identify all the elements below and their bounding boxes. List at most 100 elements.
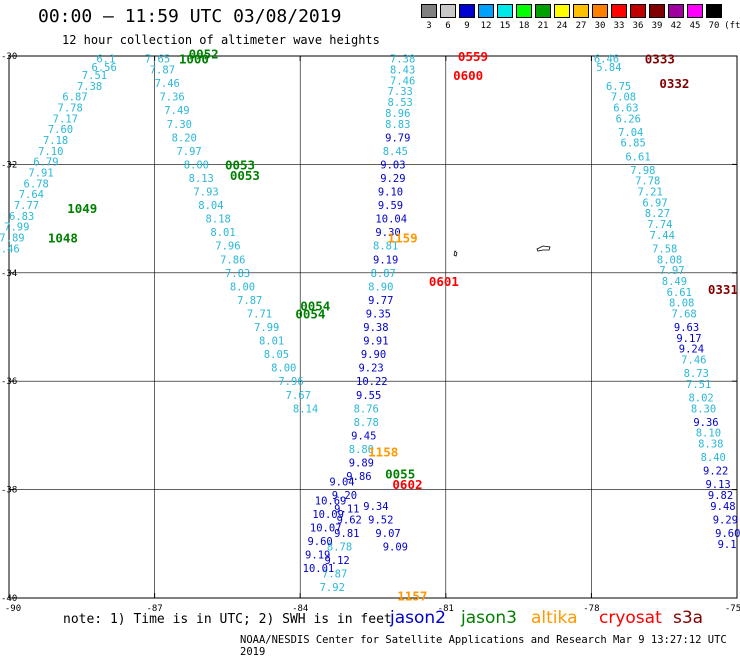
wave-height-label: 9.04	[329, 476, 354, 488]
wave-height-label: 7.49	[164, 105, 189, 117]
pass-time-label: 1159	[388, 231, 418, 246]
wave-height-label: 9.07	[375, 528, 400, 540]
pass-time-label: 0052	[189, 46, 219, 61]
wave-height-label: 8.13	[189, 173, 214, 185]
x-tick-label: -87	[146, 604, 162, 614]
pass-time-label: 0055	[385, 466, 415, 481]
wave-height-label: 7.74	[647, 219, 672, 231]
color-swatch	[573, 4, 589, 18]
pass-time-label: 0559	[458, 49, 488, 64]
wave-height-label: 8.43	[390, 65, 415, 77]
wave-height-label: 9.48	[710, 501, 735, 513]
wave-height-label: 9.1	[718, 539, 737, 551]
wave-height-label: 9.11	[334, 504, 359, 516]
y-tick-label: -40	[1, 594, 17, 604]
chart-subtitle: 12 hour collection of altimeter wave hei…	[62, 33, 380, 47]
legend-item-s3a: s3a	[673, 608, 704, 628]
x-tick-label: -78	[583, 604, 599, 614]
wave-height-label: 6.75	[606, 81, 631, 93]
wave-height-label: 8.45	[383, 146, 408, 158]
wave-height-label: 7.67	[286, 390, 311, 402]
wave-height-label: 6.61	[625, 151, 650, 163]
wave-height-label: 8.04	[198, 200, 223, 212]
wave-height-label: 7.99	[254, 322, 279, 334]
color-swatch-label: 24	[556, 21, 568, 31]
wave-height-label: 8.01	[210, 227, 235, 239]
wave-height-label: 9.62	[337, 514, 362, 526]
wave-height-label: 7.78	[58, 102, 83, 114]
wave-height-label: 9.35	[366, 308, 391, 320]
color-swatch	[611, 4, 627, 18]
wave-height-label: 7.77	[14, 200, 39, 212]
wave-height-label: 8.14	[293, 403, 318, 415]
wave-height-label: 7.38	[390, 54, 415, 66]
pass-time-label: 1000	[179, 52, 209, 67]
wave-height-label: 7.21	[638, 187, 663, 199]
wave-height-label: 7.97	[176, 146, 201, 158]
wave-height-label: 8.78	[354, 417, 379, 429]
wave-height-label: 7.68	[671, 308, 696, 320]
y-tick-label: -30	[1, 52, 17, 62]
y-tick-label: -38	[1, 486, 17, 496]
color-swatch	[516, 4, 532, 18]
y-tick-label: -34	[1, 269, 17, 279]
wave-height-label: 8.00	[230, 281, 255, 293]
wave-height-label: 5.84	[596, 62, 621, 74]
pass-time-label: 0600	[453, 68, 483, 83]
wave-height-label: 7.30	[167, 119, 192, 131]
wave-height-label: 9.89	[349, 458, 374, 470]
wave-height-label: 9.38	[363, 322, 388, 334]
color-swatch	[478, 4, 494, 18]
wave-height-label: 7.87	[150, 65, 175, 77]
wave-height-label: 7.33	[388, 86, 413, 98]
pass-time-label: 0331	[708, 282, 738, 297]
y-tick-label: -32	[1, 160, 17, 170]
pass-time-label: 0601	[429, 274, 459, 289]
wave-height-label: 6.56	[92, 62, 117, 74]
wave-height-label: 9.09	[383, 542, 408, 554]
color-swatch	[706, 4, 722, 18]
wave-height-label: 7.58	[652, 243, 677, 255]
wave-height-label: 7.51	[686, 379, 711, 391]
wave-height-label: 9.23	[358, 363, 383, 375]
wave-height-label: 9.45	[351, 430, 376, 442]
wave-height-label: 8.73	[684, 368, 709, 380]
wave-height-label: 8.83	[385, 119, 410, 131]
color-swatch-label: 36	[632, 21, 644, 31]
wave-height-label: 7.51	[82, 70, 107, 82]
wave-height-label: 8.87	[371, 268, 396, 280]
pass-time-label: 0053	[225, 157, 255, 172]
wave-height-label: 8.30	[691, 403, 716, 415]
wave-height-label: 8.81	[373, 241, 398, 253]
wave-height-label: 9.03	[380, 159, 405, 171]
wave-height-label: 6.1	[96, 54, 115, 66]
wave-height-label: 7.83	[225, 268, 250, 280]
wave-height-label: 9.20	[332, 490, 357, 502]
color-swatch	[459, 4, 475, 18]
wave-height-label: 9.34	[363, 501, 388, 513]
wave-height-label: 7.18	[43, 135, 68, 147]
y-tick-label: -36	[1, 377, 17, 387]
wave-height-label: 10.01	[303, 563, 335, 575]
x-tick-label: -90	[5, 604, 21, 614]
pass-time-label: 0054	[300, 298, 330, 313]
wave-height-label: 7.97	[659, 265, 684, 277]
color-swatch-label: 15	[499, 21, 511, 31]
wave-height-label: 8.78	[327, 542, 352, 554]
wave-height-label: 7.36	[159, 92, 184, 104]
x-tick-label: -84	[292, 604, 308, 614]
wave-height-label: 7.96	[278, 376, 303, 388]
legend-item-jason2: jason2	[390, 608, 446, 628]
wave-height-label: 9.29	[713, 514, 738, 526]
pass-time-label: 0602	[392, 477, 422, 492]
plot-frame	[8, 55, 738, 599]
wave-height-label: 10.22	[356, 376, 388, 388]
pass-time-label: 1158	[368, 445, 398, 460]
wave-height-label: 6.85	[621, 138, 646, 150]
wave-height-label: 6.46	[594, 54, 619, 66]
wave-height-label: 9.17	[676, 333, 701, 345]
wave-height-label: 9.79	[385, 132, 410, 144]
wave-height-label: 7.46	[390, 75, 415, 87]
color-swatch-label: 39	[651, 21, 663, 31]
wave-height-label: 7.46	[155, 78, 180, 90]
